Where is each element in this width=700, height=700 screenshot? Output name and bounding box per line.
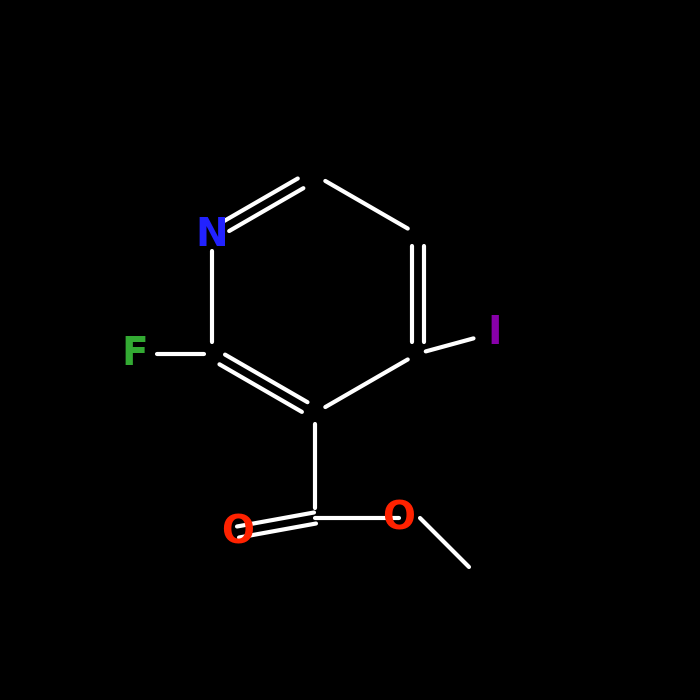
Text: O: O: [382, 499, 416, 537]
Text: O: O: [221, 513, 255, 551]
Text: F: F: [122, 335, 148, 372]
Text: I: I: [488, 314, 503, 351]
Text: N: N: [195, 216, 228, 253]
